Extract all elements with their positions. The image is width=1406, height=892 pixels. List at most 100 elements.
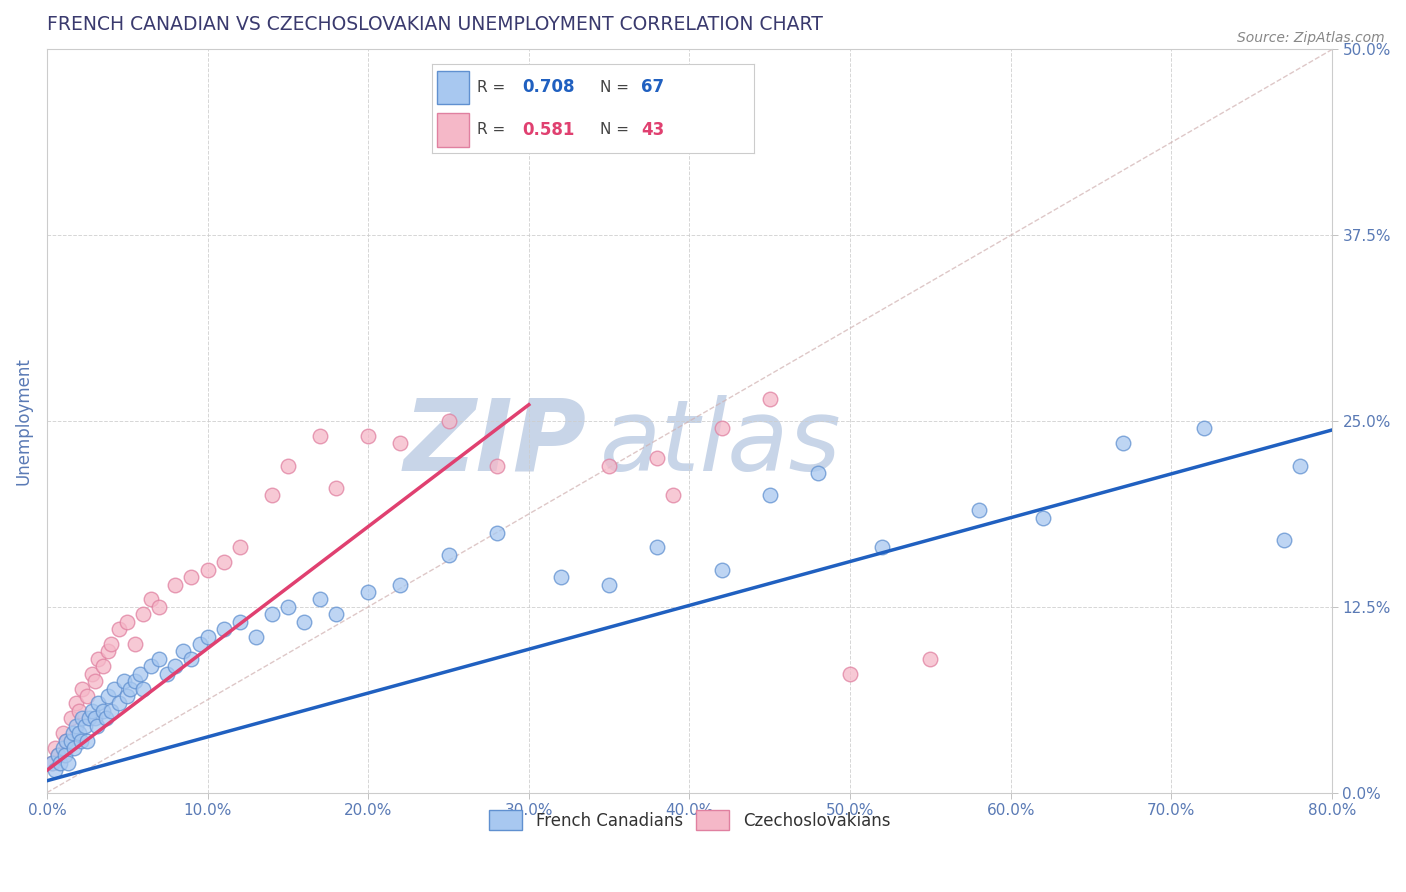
Czechoslovakians [325, 481, 347, 495]
French Canadians [86, 719, 108, 733]
Czechoslovakians [647, 451, 669, 466]
Text: atlas: atlas [599, 395, 841, 491]
French Canadians [807, 466, 830, 480]
French Canadians [132, 681, 155, 696]
French Canadians [53, 748, 76, 763]
French Canadians [70, 711, 93, 725]
French Canadians [1112, 436, 1135, 450]
Czechoslovakians [115, 615, 138, 629]
Czechoslovakians [662, 488, 685, 502]
Czechoslovakians [84, 674, 107, 689]
French Canadians [59, 733, 82, 747]
French Canadians [967, 503, 990, 517]
French Canadians [228, 615, 250, 629]
French Canadians [96, 711, 118, 725]
French Canadians [115, 689, 138, 703]
French Canadians [156, 666, 179, 681]
French Canadians [87, 697, 110, 711]
French Canadians [103, 681, 125, 696]
Czechoslovakians [132, 607, 155, 622]
French Canadians [91, 704, 114, 718]
Czechoslovakians [70, 681, 93, 696]
French Canadians [44, 764, 66, 778]
French Canadians [124, 674, 146, 689]
French Canadians [77, 711, 100, 725]
French Canadians [389, 577, 412, 591]
French Canadians [1192, 421, 1215, 435]
Legend: French Canadians, Czechoslovakians: French Canadians, Czechoslovakians [482, 804, 897, 837]
Czechoslovakians [80, 666, 103, 681]
Czechoslovakians [839, 666, 862, 681]
French Canadians [148, 652, 170, 666]
French Canadians [647, 541, 669, 555]
French Canadians [120, 681, 142, 696]
French Canadians [309, 592, 332, 607]
French Canadians [84, 711, 107, 725]
Czechoslovakians [55, 733, 77, 747]
French Canadians [180, 652, 202, 666]
French Canadians [97, 689, 120, 703]
French Canadians [710, 563, 733, 577]
Czechoslovakians [41, 756, 63, 770]
French Canadians [245, 630, 267, 644]
Czechoslovakians [228, 541, 250, 555]
Czechoslovakians [97, 644, 120, 658]
French Canadians [260, 607, 283, 622]
French Canadians [48, 756, 70, 770]
French Canadians [80, 704, 103, 718]
French Canadians [75, 719, 97, 733]
Czechoslovakians [920, 652, 942, 666]
Czechoslovakians [437, 414, 460, 428]
Czechoslovakians [52, 726, 75, 740]
Czechoslovakians [309, 429, 332, 443]
Czechoslovakians [485, 458, 508, 473]
French Canadians [56, 756, 79, 770]
French Canadians [172, 644, 194, 658]
Czechoslovakians [277, 458, 299, 473]
Czechoslovakians [148, 599, 170, 614]
Czechoslovakians [212, 555, 235, 569]
Czechoslovakians [389, 436, 412, 450]
French Canadians [485, 525, 508, 540]
Text: ZIP: ZIP [404, 395, 586, 491]
Czechoslovakians [141, 592, 163, 607]
French Canadians [188, 637, 211, 651]
Czechoslovakians [165, 577, 187, 591]
French Canadians [100, 704, 122, 718]
French Canadians [357, 585, 380, 599]
French Canadians [197, 630, 219, 644]
French Canadians [292, 615, 315, 629]
Czechoslovakians [67, 704, 90, 718]
French Canadians [62, 726, 84, 740]
Czechoslovakians [76, 689, 98, 703]
French Canadians [65, 719, 87, 733]
French Canadians [46, 748, 69, 763]
French Canadians [277, 599, 299, 614]
French Canadians [598, 577, 620, 591]
Czechoslovakians [598, 458, 620, 473]
Czechoslovakians [124, 637, 146, 651]
French Canadians [41, 756, 63, 770]
French Canadians [67, 726, 90, 740]
French Canadians [55, 733, 77, 747]
French Canadians [108, 697, 131, 711]
French Canadians [1272, 533, 1295, 547]
French Canadians [1032, 510, 1054, 524]
Y-axis label: Unemployment: Unemployment [15, 357, 32, 485]
French Canadians [129, 666, 152, 681]
Czechoslovakians [710, 421, 733, 435]
French Canadians [76, 733, 98, 747]
Czechoslovakians [91, 659, 114, 673]
Czechoslovakians [759, 392, 782, 406]
Text: Source: ZipAtlas.com: Source: ZipAtlas.com [1237, 31, 1385, 45]
Czechoslovakians [44, 741, 66, 756]
French Canadians [165, 659, 187, 673]
French Canadians [63, 741, 86, 756]
French Canadians [872, 541, 894, 555]
French Canadians [437, 548, 460, 562]
Czechoslovakians [100, 637, 122, 651]
Czechoslovakians [59, 711, 82, 725]
French Canadians [141, 659, 163, 673]
French Canadians [1289, 458, 1312, 473]
Czechoslovakians [630, 131, 652, 145]
